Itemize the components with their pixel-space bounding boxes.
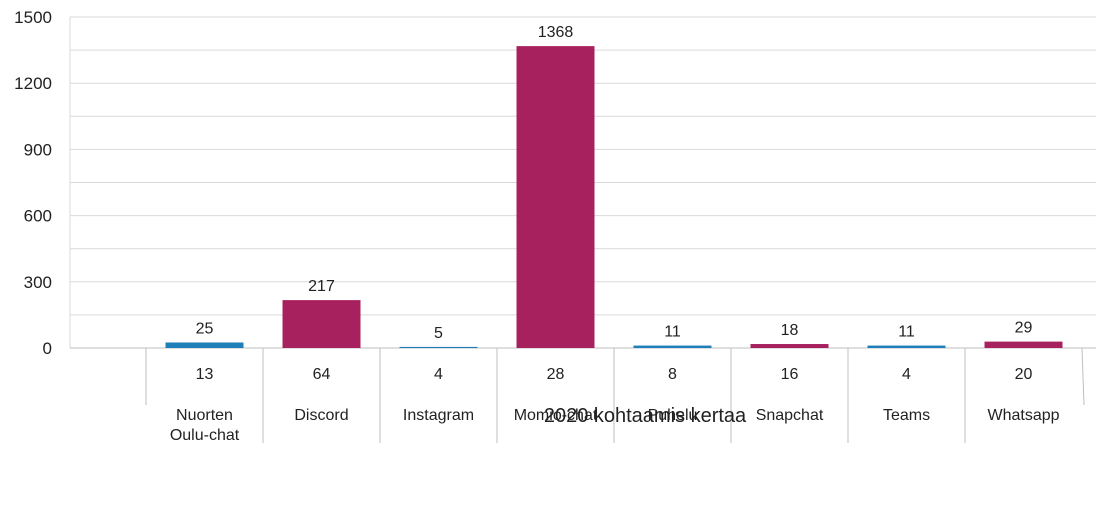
- x-axis-title: 2020 kohtaamis kertaa: [544, 405, 747, 427]
- category-label: Snapchat: [756, 407, 824, 424]
- y-tick-labels: 0 300 600 900 1200 1500: [14, 8, 52, 358]
- data-label: 11: [898, 324, 915, 341]
- secondary-value: 20: [1015, 366, 1033, 383]
- category-table: 13 Nuorten Oulu-chat 64 Discord 4 Instagram 28 M…: [145, 347, 1085, 444]
- bar: [750, 344, 829, 348]
- bar: [399, 346, 478, 348]
- table-separator: [1081, 347, 1085, 406]
- category-label: Teams: [883, 407, 930, 424]
- secondary-value: 4: [434, 366, 443, 383]
- category-label: Nuorten: [176, 407, 233, 424]
- secondary-value: 13: [196, 366, 214, 383]
- category-label: Momio-chat: [514, 407, 598, 424]
- data-label: 25: [196, 320, 214, 337]
- data-labels: 25 217 5 1368 11 18 11 29: [196, 24, 1033, 342]
- category-label: Instagram: [403, 407, 474, 424]
- y-tick-label: 600: [24, 207, 52, 226]
- data-label: 11: [664, 324, 681, 341]
- y-tick-label: 0: [43, 339, 52, 358]
- category-label: Puhelu: [648, 407, 698, 424]
- category-label: Discord: [294, 407, 348, 424]
- secondary-value: 8: [668, 366, 677, 383]
- y-tick-label: 1200: [14, 74, 52, 93]
- bar: [165, 342, 244, 348]
- bar: [984, 341, 1063, 348]
- data-label: 1368: [538, 24, 574, 41]
- category-label: Whatsapp: [987, 407, 1059, 424]
- secondary-value: 28: [547, 366, 565, 383]
- bar: [282, 300, 361, 348]
- bars: [165, 46, 1063, 349]
- secondary-value: 4: [902, 366, 911, 383]
- data-label: 29: [1015, 320, 1033, 337]
- y-tick-label: 900: [24, 140, 52, 159]
- secondary-value: 16: [781, 366, 799, 383]
- secondary-value: 64: [313, 366, 331, 383]
- bar: [867, 345, 946, 348]
- data-label: 217: [308, 278, 335, 295]
- y-tick-label: 1500: [14, 8, 52, 27]
- bar: [516, 46, 595, 349]
- data-label: 18: [781, 322, 799, 339]
- category-label: Oulu-chat: [170, 427, 240, 444]
- y-tick-label: 300: [24, 273, 52, 292]
- bar: [633, 345, 712, 348]
- data-label: 5: [434, 325, 443, 342]
